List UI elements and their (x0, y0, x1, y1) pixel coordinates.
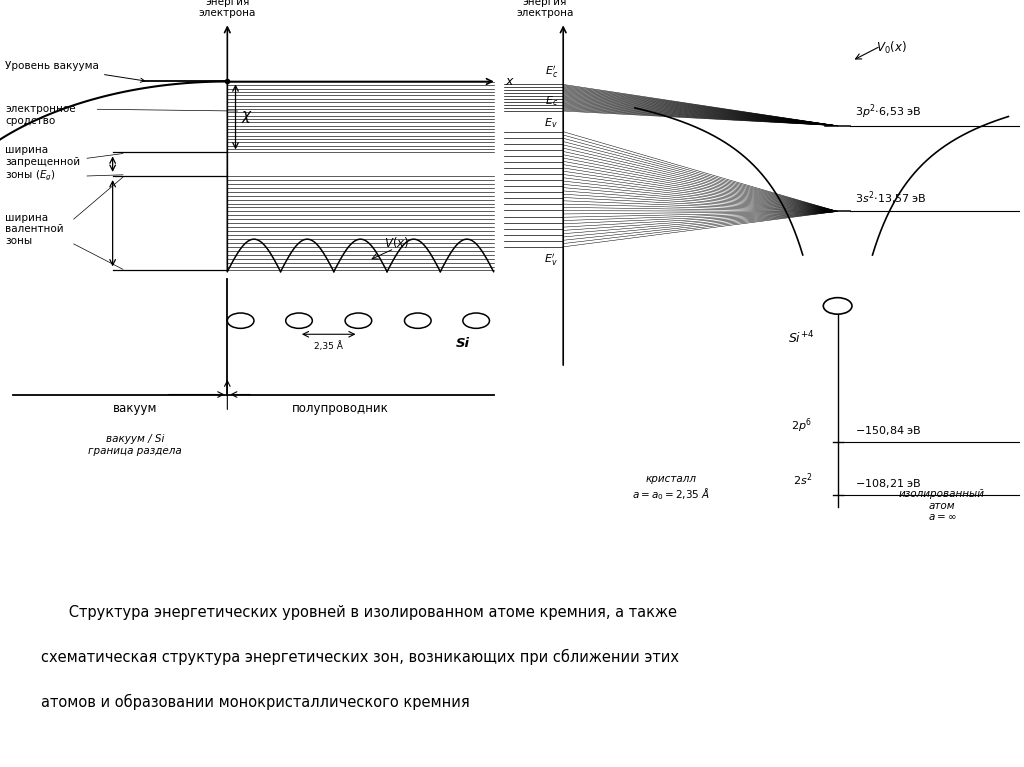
Text: $-108{,}21$ эВ: $-108{,}21$ эВ (855, 477, 922, 490)
Text: $V(x)$: $V(x)$ (384, 235, 410, 250)
Text: $E_{v}'$: $E_{v}'$ (545, 252, 558, 268)
Text: вакуум: вакуум (113, 402, 158, 415)
Text: $3p^2{\cdot}6{,}53$ эВ: $3p^2{\cdot}6{,}53$ эВ (855, 103, 922, 121)
Text: атомов и образовании монокристаллического кремния: атомов и образовании монокристаллическог… (41, 693, 470, 709)
Text: Уровень вакуума: Уровень вакуума (5, 61, 144, 82)
Text: $Si^{+4}$: $Si^{+4}$ (788, 330, 815, 346)
Text: 2,35 Å: 2,35 Å (314, 341, 343, 351)
Text: ширина
валентной
зоны: ширина валентной зоны (5, 212, 63, 245)
Text: $2p^6$: $2p^6$ (791, 416, 812, 435)
Text: ширина
запрещенной
зоны ($E_g$): ширина запрещенной зоны ($E_g$) (5, 145, 80, 183)
Text: кристалл
$a = a_0 = 2{,}35$ Å: кристалл $a = a_0 = 2{,}35$ Å (632, 474, 710, 502)
Text: $E_c$: $E_c$ (545, 94, 558, 108)
Text: схематическая структура энергетических зон, возникающих при сближении этих: схематическая структура энергетических з… (41, 649, 679, 666)
Text: Структура энергетических уровней в изолированном атоме кремния, а также: Структура энергетических уровней в изоли… (41, 605, 677, 620)
Text: изолированный
атом
$a = \infty$: изолированный атом $a = \infty$ (899, 489, 985, 522)
Text: $\chi$: $\chi$ (241, 109, 253, 125)
Text: $E_{c}'$: $E_{c}'$ (545, 64, 558, 81)
Text: $2s^2$: $2s^2$ (793, 471, 812, 488)
Text: вакуум / Si
граница раздела: вакуум / Si граница раздела (88, 434, 182, 456)
Text: $V_0(x)$: $V_0(x)$ (876, 40, 906, 56)
Text: энергия
электрона: энергия электрона (516, 0, 573, 18)
Text: $E_v$: $E_v$ (545, 116, 558, 130)
Text: полупроводник: полупроводник (292, 402, 388, 415)
Text: энергия
электрона: энергия электрона (199, 0, 256, 18)
Text: $-150{,}84$ эВ: $-150{,}84$ эВ (855, 424, 922, 437)
Text: $3s^2{\cdot}13{,}57$ эВ: $3s^2{\cdot}13{,}57$ эВ (855, 189, 927, 206)
Text: электронное
сродство: электронное сродство (5, 104, 76, 126)
Text: $x$: $x$ (505, 75, 515, 88)
Text: Si: Si (456, 337, 470, 351)
